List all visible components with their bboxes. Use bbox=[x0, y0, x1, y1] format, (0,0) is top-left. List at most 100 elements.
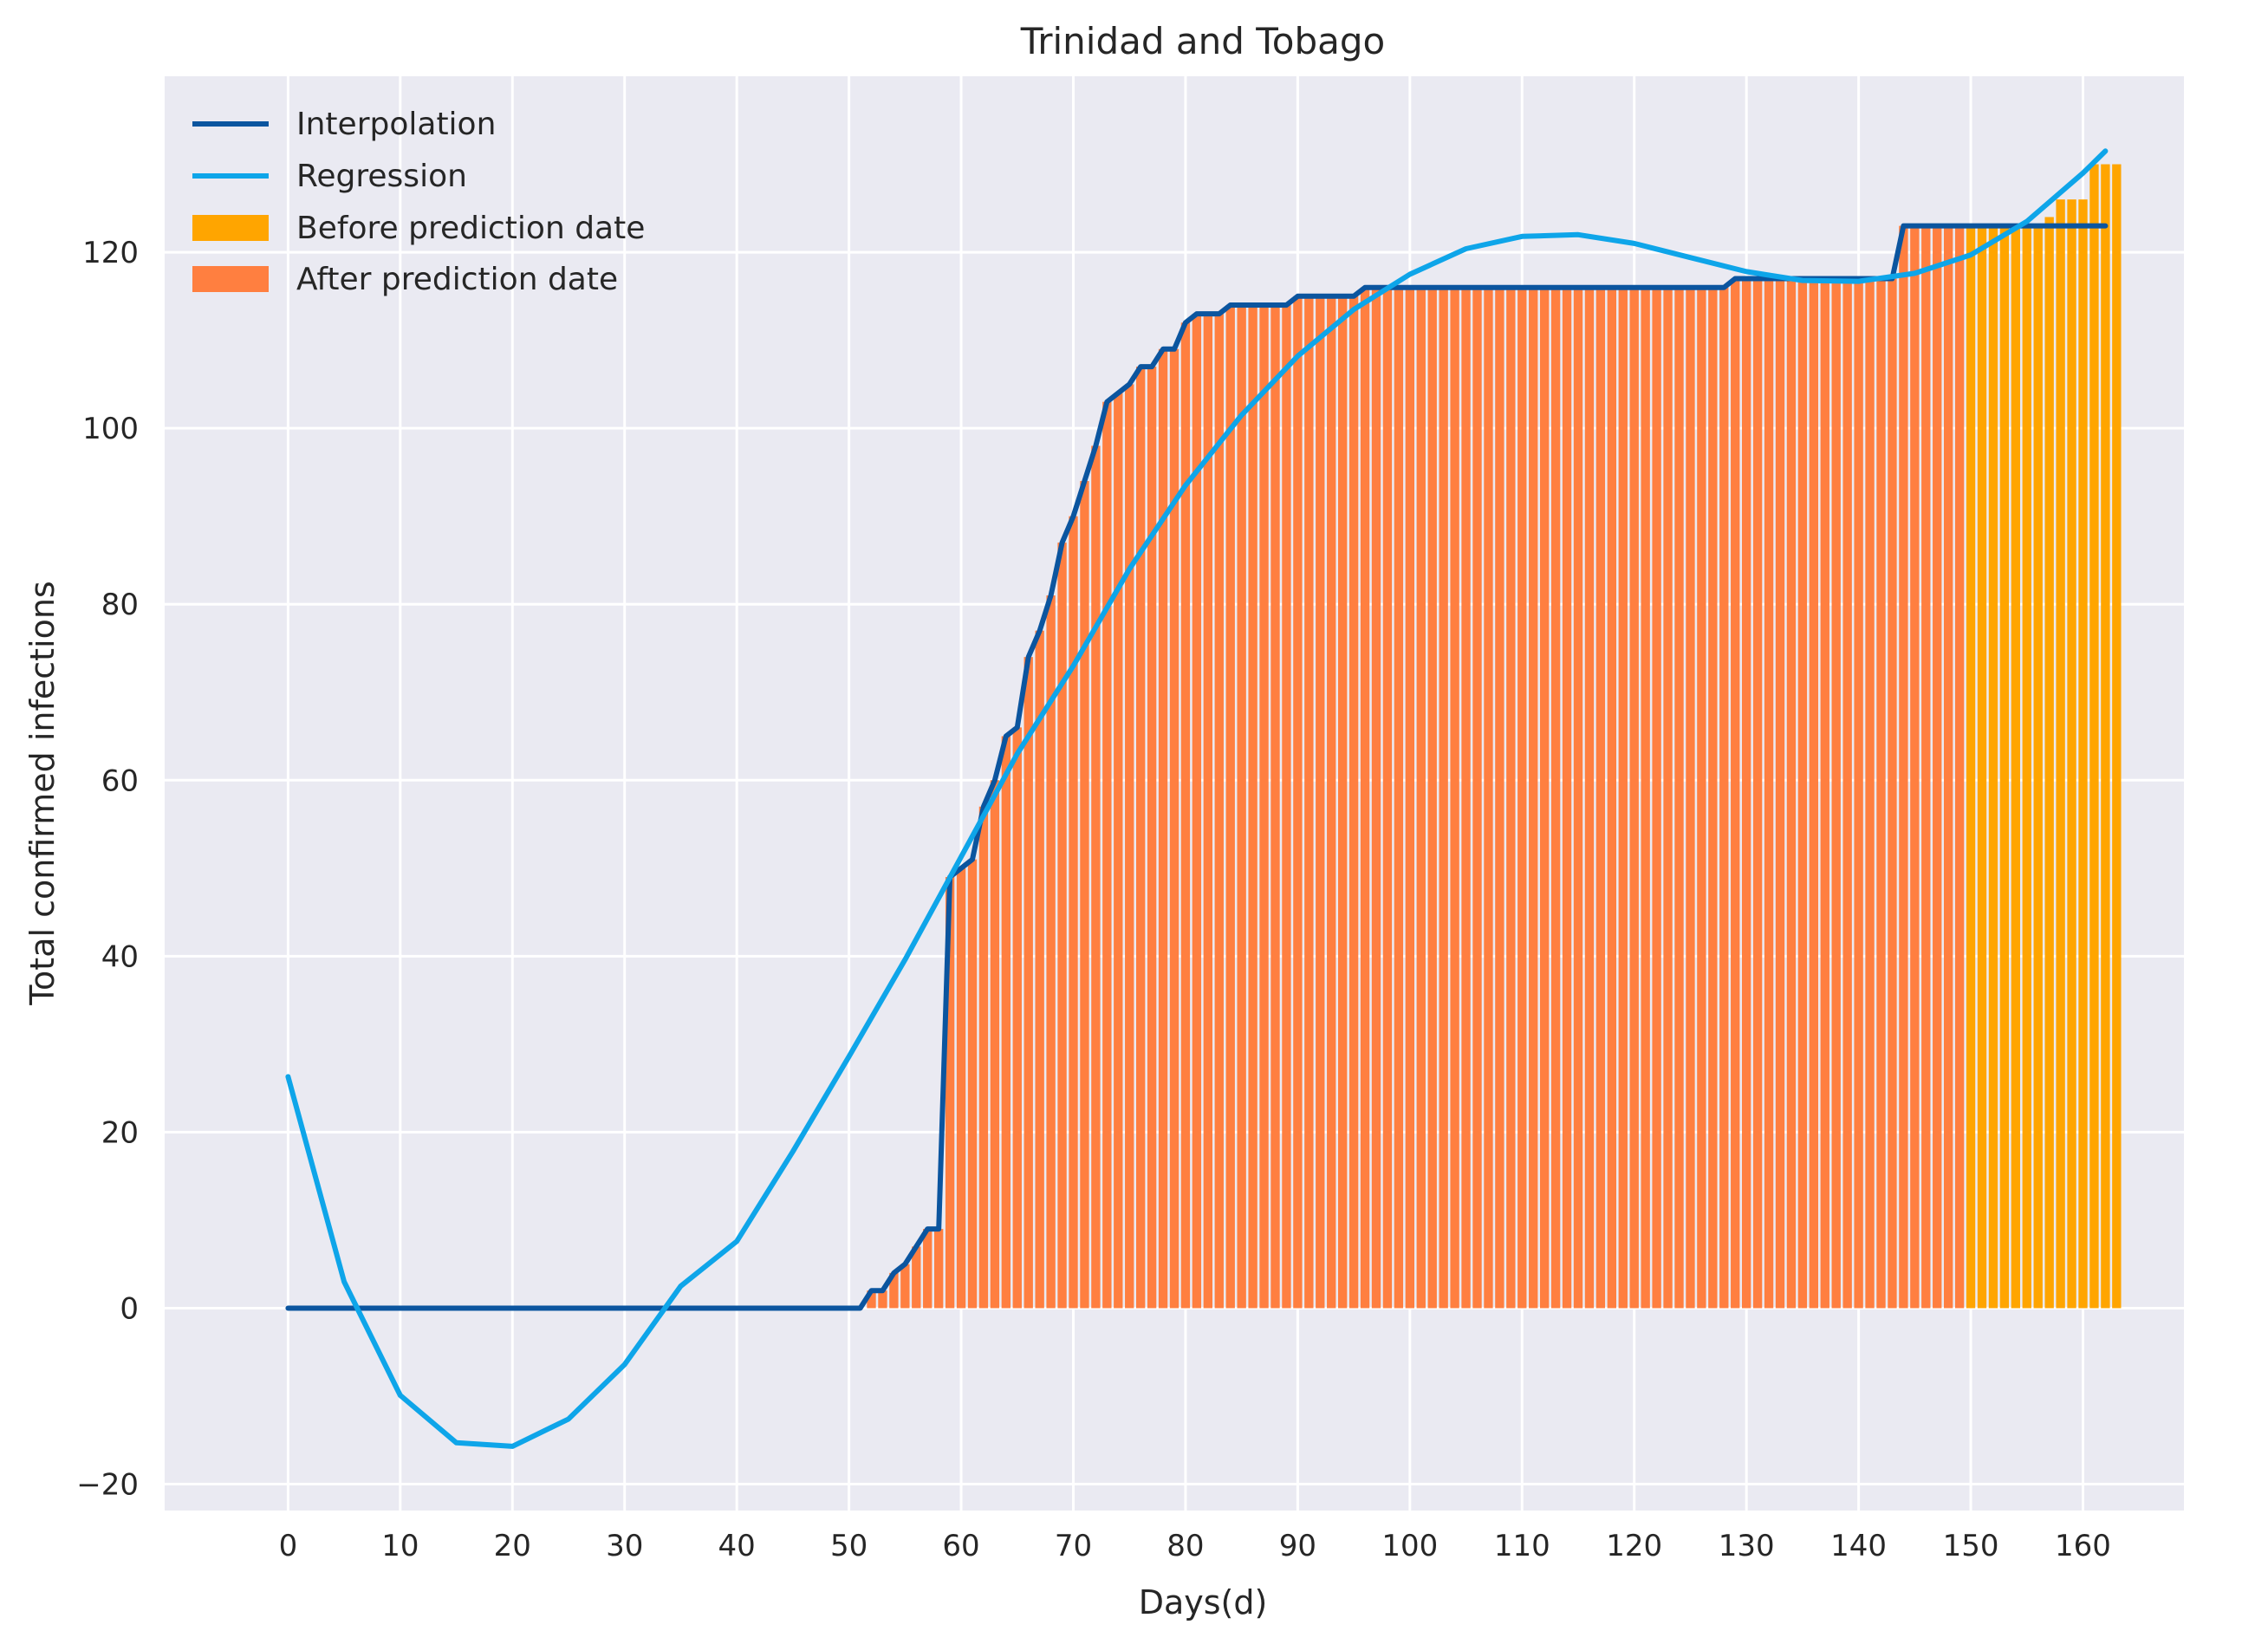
bar-day-81 bbox=[1192, 314, 1202, 1309]
x-tick-label: 30 bbox=[606, 1529, 643, 1563]
bar-day-136 bbox=[1809, 278, 1819, 1309]
x-tick-label: 150 bbox=[1943, 1529, 1999, 1563]
bar-day-104 bbox=[1450, 287, 1459, 1309]
bar-day-67 bbox=[1035, 630, 1044, 1309]
bar-day-126 bbox=[1697, 287, 1706, 1309]
y-tick-label: 20 bbox=[101, 1115, 139, 1150]
bar-day-152 bbox=[1988, 225, 1998, 1309]
bar-day-82 bbox=[1203, 314, 1213, 1309]
x-tick-label: 0 bbox=[279, 1529, 298, 1563]
bar-day-161 bbox=[2089, 164, 2099, 1309]
bar-day-60 bbox=[956, 867, 966, 1309]
bar-day-159 bbox=[2067, 199, 2076, 1309]
bar-day-70 bbox=[1069, 516, 1078, 1309]
x-tick-label: 160 bbox=[2055, 1529, 2111, 1563]
bar-day-117 bbox=[1595, 287, 1606, 1309]
bar-day-68 bbox=[1046, 595, 1056, 1309]
bar-day-134 bbox=[1786, 278, 1797, 1309]
bar-day-123 bbox=[1663, 287, 1673, 1309]
bar-day-132 bbox=[1764, 278, 1774, 1309]
x-tick-label: 20 bbox=[494, 1529, 531, 1563]
bar-day-97 bbox=[1371, 287, 1381, 1309]
bar-day-99 bbox=[1394, 287, 1404, 1309]
bar-series bbox=[867, 164, 2122, 1309]
bar-day-119 bbox=[1618, 287, 1628, 1309]
bar-day-135 bbox=[1797, 278, 1808, 1309]
legend-label-regression: Regression bbox=[296, 159, 467, 194]
bar-day-122 bbox=[1652, 287, 1661, 1309]
bar-day-115 bbox=[1573, 287, 1583, 1309]
bar-day-53 bbox=[878, 1290, 887, 1309]
bar-day-141 bbox=[1865, 278, 1875, 1309]
chart-title: Trinidad and Tobago bbox=[1020, 20, 1385, 62]
bar-day-139 bbox=[1842, 278, 1852, 1309]
x-tick-label: 130 bbox=[1719, 1529, 1775, 1563]
bar-day-158 bbox=[2056, 199, 2065, 1309]
bar-day-162 bbox=[2101, 164, 2110, 1309]
bar-day-74 bbox=[1114, 393, 1123, 1309]
x-tick-label: 80 bbox=[1166, 1529, 1204, 1563]
series-line-interpolation bbox=[285, 223, 2109, 1311]
series-line-regression bbox=[285, 148, 2109, 1449]
bar-day-96 bbox=[1360, 287, 1370, 1309]
bar-day-100 bbox=[1405, 287, 1415, 1309]
bar-day-71 bbox=[1080, 481, 1089, 1309]
bar-day-108 bbox=[1495, 287, 1504, 1309]
bar-day-95 bbox=[1348, 296, 1359, 1309]
legend-label-before: Before prediction date bbox=[296, 211, 645, 246]
bar-day-62 bbox=[978, 806, 989, 1309]
bar-day-84 bbox=[1225, 304, 1235, 1309]
bar-day-127 bbox=[1708, 287, 1718, 1309]
bar-day-106 bbox=[1472, 287, 1482, 1309]
legend-label-after: After prediction date bbox=[296, 262, 618, 297]
bar-day-155 bbox=[2022, 225, 2031, 1309]
bar-day-63 bbox=[990, 780, 1000, 1309]
bar-day-93 bbox=[1327, 296, 1336, 1309]
bar-day-80 bbox=[1180, 322, 1191, 1309]
bar-day-110 bbox=[1517, 287, 1527, 1309]
bar-day-73 bbox=[1102, 401, 1112, 1309]
bar-day-149 bbox=[1954, 225, 1965, 1309]
bar-day-61 bbox=[967, 859, 978, 1309]
line-series bbox=[285, 148, 2109, 1449]
bar-day-150 bbox=[1966, 225, 1976, 1309]
bar-day-154 bbox=[2011, 225, 2021, 1309]
bar-day-148 bbox=[1943, 225, 1953, 1309]
bar-day-87 bbox=[1259, 304, 1269, 1309]
bar-day-124 bbox=[1674, 287, 1684, 1309]
legend: Interpolation Regression Before predicti… bbox=[192, 107, 645, 297]
bar-day-83 bbox=[1214, 314, 1224, 1309]
x-tick-label: 90 bbox=[1279, 1529, 1316, 1563]
bar-day-72 bbox=[1091, 445, 1101, 1309]
bar-day-52 bbox=[867, 1290, 876, 1309]
bar-day-157 bbox=[2044, 217, 2054, 1309]
y-tick-label: 40 bbox=[101, 939, 139, 974]
bar-day-101 bbox=[1416, 287, 1426, 1309]
bar-day-75 bbox=[1125, 384, 1134, 1309]
bar-day-133 bbox=[1775, 278, 1785, 1309]
y-tick-label: 0 bbox=[120, 1291, 139, 1326]
bar-day-69 bbox=[1057, 543, 1067, 1309]
bar-day-91 bbox=[1304, 296, 1314, 1309]
bar-day-105 bbox=[1461, 287, 1471, 1309]
bar-day-151 bbox=[1977, 225, 1987, 1309]
bar-day-137 bbox=[1820, 278, 1829, 1309]
x-tick-label: 120 bbox=[1606, 1529, 1662, 1563]
x-tick-label: 70 bbox=[1055, 1529, 1092, 1563]
bar-day-65 bbox=[1012, 727, 1022, 1309]
bar-day-140 bbox=[1854, 278, 1863, 1309]
bar-day-146 bbox=[1921, 225, 1931, 1309]
bar-day-145 bbox=[1910, 225, 1920, 1309]
bar-day-94 bbox=[1337, 296, 1348, 1309]
bar-day-85 bbox=[1237, 304, 1246, 1309]
bar-day-144 bbox=[1899, 225, 1908, 1309]
bar-day-153 bbox=[1999, 225, 2010, 1309]
bar-day-89 bbox=[1282, 304, 1291, 1309]
bar-day-76 bbox=[1135, 367, 1146, 1309]
bar-day-125 bbox=[1686, 287, 1695, 1309]
x-tick-label: 100 bbox=[1381, 1529, 1438, 1563]
y-tick-label: 60 bbox=[101, 764, 139, 798]
y-tick-label: 120 bbox=[82, 236, 139, 270]
bar-day-54 bbox=[889, 1272, 899, 1309]
